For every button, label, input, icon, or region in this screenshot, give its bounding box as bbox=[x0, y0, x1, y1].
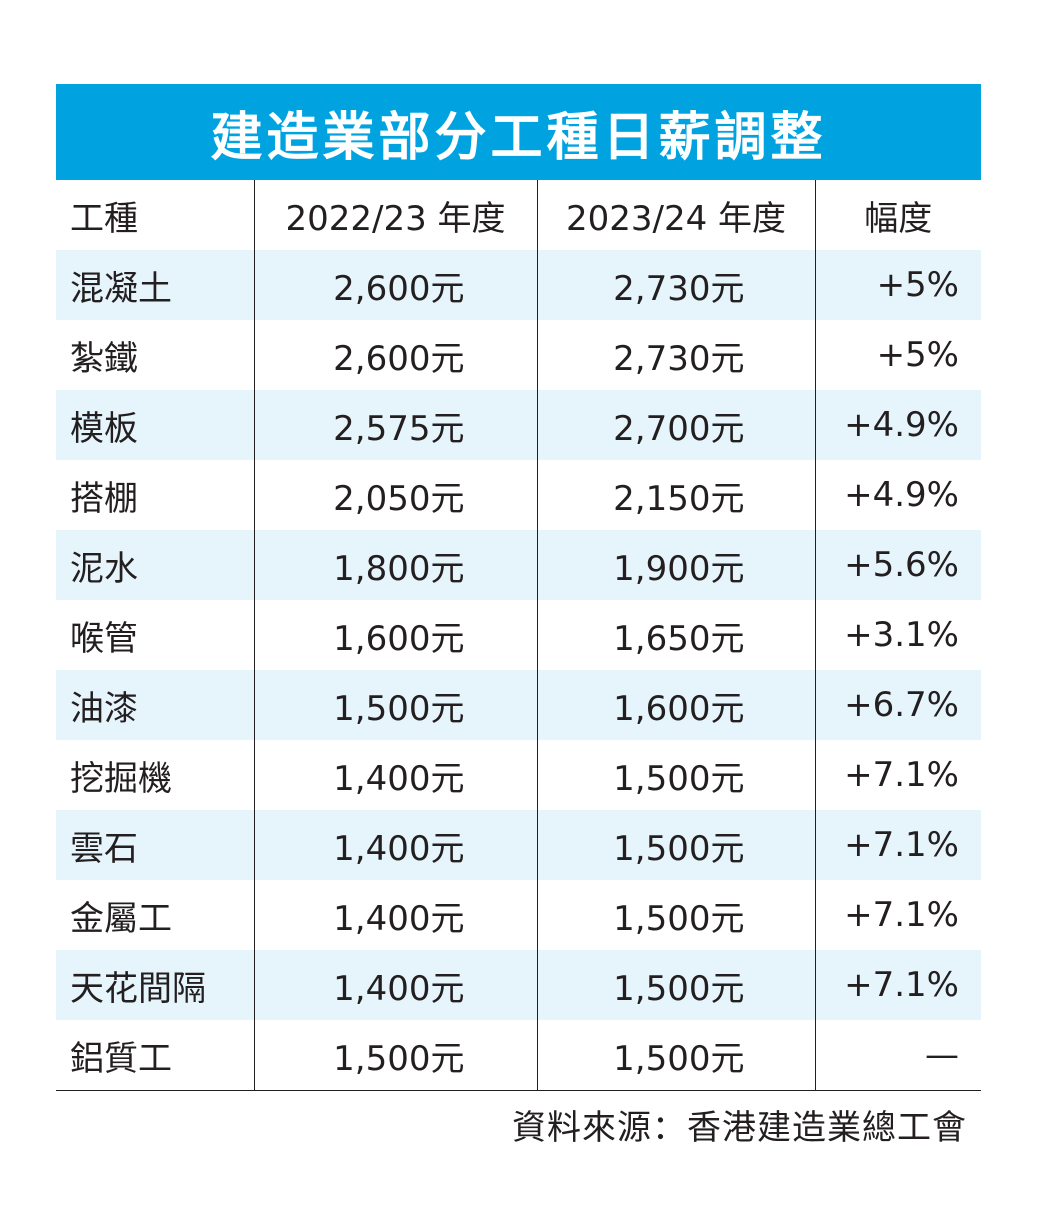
wage-2022-23-cell: 2,600元 bbox=[253, 320, 537, 390]
trade-cell: 喉管 bbox=[70, 618, 138, 659]
trade-cell: 挖掘機 bbox=[70, 758, 172, 799]
table-title: 建造業部分工種日薪調整 bbox=[56, 84, 981, 180]
trade-cell: 紮鐵 bbox=[70, 338, 138, 379]
table-row: 天花間隔 1,400元 1,500元 +7.1% bbox=[56, 950, 981, 1020]
change-cell: +5% bbox=[814, 320, 981, 390]
wage-2022-23-cell: 1,400元 bbox=[253, 740, 537, 810]
wage-2023-24-cell: 1,900元 bbox=[536, 530, 815, 600]
wage-table: 工種 2022/23 年度 2023/24 年度 幅度 混凝土 2,600元 2,7… bbox=[56, 180, 981, 1091]
wage-2023-24-cell: 1,500元 bbox=[536, 950, 815, 1020]
wage-2022-23-cell: 1,400元 bbox=[253, 880, 537, 950]
change-cell: +7.1% bbox=[814, 950, 981, 1020]
change-cell: +6.7% bbox=[814, 670, 981, 740]
wage-2022-23-cell: 1,800元 bbox=[253, 530, 537, 600]
column-header-2022-23: 2022/23 年度 bbox=[253, 180, 537, 250]
change-cell: +7.1% bbox=[814, 740, 981, 810]
trade-cell: 雲石 bbox=[56, 810, 254, 880]
trade-cell: 混凝土 bbox=[56, 250, 254, 320]
wage-2023-24-cell: 1,500元 bbox=[536, 740, 815, 810]
table-row: 搭棚 2,050元 2,150元 +4.9% bbox=[56, 460, 981, 530]
trade-cell: 搭棚 bbox=[70, 478, 138, 519]
table-row: 喉管 1,600元 1,650元 +3.1% bbox=[56, 600, 981, 670]
wage-2023-24-cell: 2,700元 bbox=[536, 390, 815, 460]
trade-cell: 泥水 bbox=[56, 530, 254, 600]
table-row: 雲石 1,400元 1,500元 +7.1% bbox=[56, 810, 981, 880]
table-row: 挖掘機 1,400元 1,500元 +7.1% bbox=[56, 740, 981, 810]
wage-2022-23-cell: 2,575元 bbox=[253, 390, 537, 460]
change-cell: +5% bbox=[814, 250, 981, 320]
wage-2022-23-cell: 1,400元 bbox=[253, 950, 537, 1020]
column-header-change: 幅度 bbox=[814, 180, 981, 250]
trade-cell: 油漆 bbox=[56, 670, 254, 740]
table-row: 鋁質工 1,500元 1,500元 — bbox=[56, 1020, 981, 1091]
wage-2023-24-cell: 2,150元 bbox=[536, 460, 815, 530]
source-note: 資料來源：香港建造業總工會 bbox=[512, 1108, 967, 1148]
table-row: 金屬工 1,400元 1,500元 +7.1% bbox=[56, 880, 981, 950]
column-header-trade: 工種 bbox=[70, 198, 138, 239]
wage-2022-23-cell: 2,600元 bbox=[253, 250, 537, 320]
change-cell: +5.6% bbox=[814, 530, 981, 600]
trade-cell: 金屬工 bbox=[70, 898, 172, 939]
wage-2022-23-cell: 1,600元 bbox=[253, 600, 537, 670]
change-cell: +4.9% bbox=[814, 390, 981, 460]
wage-2023-24-cell: 1,500元 bbox=[536, 880, 815, 950]
wage-2022-23-cell: 1,400元 bbox=[253, 810, 537, 880]
column-header-2023-24: 2023/24 年度 bbox=[536, 180, 815, 250]
trade-cell: 鋁質工 bbox=[56, 1020, 254, 1091]
change-cell: +7.1% bbox=[814, 880, 981, 950]
change-cell: — bbox=[814, 1020, 981, 1091]
trade-cell: 模板 bbox=[56, 390, 254, 460]
wage-2022-23-cell: 1,500元 bbox=[253, 1020, 537, 1091]
wage-2023-24-cell: 1,500元 bbox=[536, 1020, 815, 1091]
wage-2023-24-cell: 2,730元 bbox=[536, 320, 815, 390]
change-cell: +3.1% bbox=[814, 600, 981, 670]
table-header: 工種 2022/23 年度 2023/24 年度 幅度 bbox=[56, 180, 981, 250]
header-row: 工種 2022/23 年度 2023/24 年度 幅度 bbox=[56, 180, 981, 250]
change-cell: +4.9% bbox=[814, 460, 981, 530]
table-row: 紮鐵 2,600元 2,730元 +5% bbox=[56, 320, 981, 390]
wage-2023-24-cell: 1,600元 bbox=[536, 670, 815, 740]
wage-2023-24-cell: 1,650元 bbox=[536, 600, 815, 670]
wage-table-container: 建造業部分工種日薪調整 工種 2022/23 年度 2023/24 年度 幅度 … bbox=[56, 84, 981, 1091]
change-cell: +7.1% bbox=[814, 810, 981, 880]
table-row: 油漆 1,500元 1,600元 +6.7% bbox=[56, 670, 981, 740]
wage-2022-23-cell: 2,050元 bbox=[253, 460, 537, 530]
wage-2023-24-cell: 2,730元 bbox=[536, 250, 815, 320]
wage-2022-23-cell: 1,500元 bbox=[253, 670, 537, 740]
table-row: 混凝土 2,600元 2,730元 +5% bbox=[56, 250, 981, 320]
table-body: 混凝土 2,600元 2,730元 +5% 紮鐵 2,600元 2,730元 +5% 模板 2,5… bbox=[56, 250, 981, 1091]
table-row: 泥水 1,800元 1,900元 +5.6% bbox=[56, 530, 981, 600]
table-row: 模板 2,575元 2,700元 +4.9% bbox=[56, 390, 981, 460]
trade-cell: 天花間隔 bbox=[56, 950, 254, 1020]
wage-2023-24-cell: 1,500元 bbox=[536, 810, 815, 880]
